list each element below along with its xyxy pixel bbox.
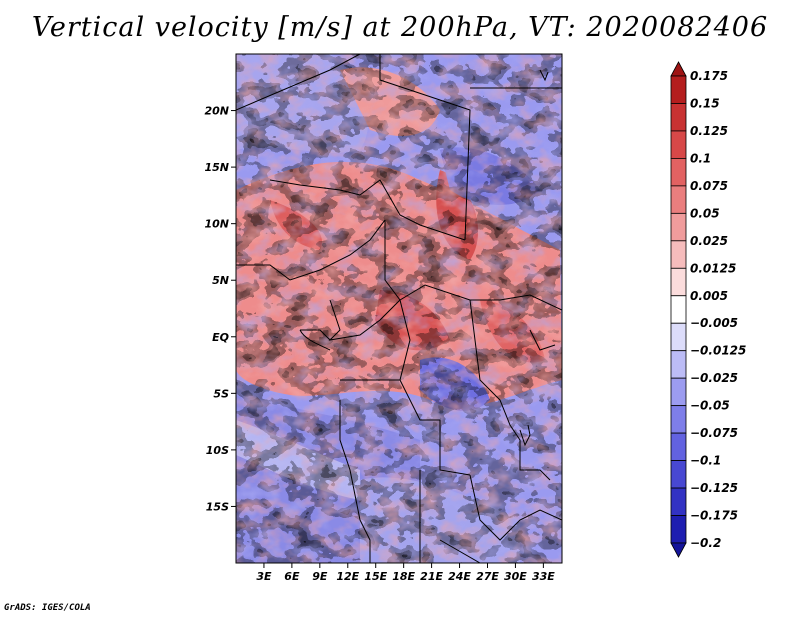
colorbar-swatch [670,350,687,379]
lat-tick-label: 5S [213,387,229,400]
lat-tick-label: 5N [212,274,229,287]
colorbar-swatch [670,75,687,104]
colorbar-label: −0.075 [690,426,738,440]
colorbar-swatch [670,185,687,214]
colorbar-label: −0.125 [690,481,738,495]
colorbar-swatch [670,103,687,132]
colorbar-label: −0.005 [690,316,738,330]
colorbar-label: 0.0125 [690,261,736,275]
vertical-velocity-field [236,54,562,563]
colorbar-swatch [670,322,687,352]
lon-tick-label: 24E [448,570,471,583]
lon-tick-label: 33E [532,570,555,583]
colorbar-label: 0.05 [690,206,720,220]
colorbar-swatch [670,377,687,407]
colorbar-label: 0.175 [690,69,728,83]
lon-tick-label: 21E [420,570,443,583]
lon-tick-label: 27E [476,570,499,583]
colorbar-swatch [670,240,687,269]
lat-tick-label: 10S [206,444,229,457]
colorbar-swatch [670,61,687,77]
colorbar-swatch [670,542,687,558]
longitude-axis: 3E 6E 9E 12E 15E 18E 21E 24E 27E 30E 33E [256,563,555,583]
lon-tick-label: 9E [312,570,328,583]
colorbar-swatch [670,158,687,187]
colorbar-swatch [670,212,687,242]
colorbar-label: −0.05 [690,399,730,413]
colorbar-label: −0.2 [690,536,721,550]
colorbar-label: 0.125 [690,124,728,138]
latitude-axis: 20N 15N 10N 5N EQ 5S 10S 15S [204,105,236,513]
colorbar-swatch [670,267,687,297]
colorbar-label: −0.1 [690,454,721,468]
lat-tick-label: 15N [204,161,229,174]
colorbar-swatch [670,130,687,159]
colorbar-swatch [670,515,687,544]
colorbar-swatch [670,405,687,434]
map-title: Vertical velocity [m/s] at 200hPa, VT: 2… [31,12,769,43]
lon-tick-label: 18E [392,570,415,583]
lat-tick-label: 20N [204,105,229,118]
lon-tick-label: 3E [256,570,272,583]
colorbar-label: 0.005 [690,289,728,303]
colorbar-label: −0.175 [690,509,738,523]
colorbar-swatch [670,295,687,324]
credit-text: GrADS: IGES/COLA [4,603,91,613]
country-borders [236,54,562,563]
lon-tick-label: 15E [364,570,387,583]
colorbar-label: 0.1 [690,151,711,165]
lat-tick-label: 15S [206,500,229,513]
lon-tick-label: 30E [504,570,527,583]
colorbar-swatch [670,460,687,489]
lat-tick-label: 10N [204,218,229,231]
colorbar-swatch [670,487,687,516]
colorbar-label: −0.0125 [690,344,746,358]
lon-tick-label: 6E [284,570,300,583]
colorbar-label: 0.15 [690,96,720,110]
colorbar-swatch [670,432,687,461]
map-frame [235,53,563,564]
colorbar-label: 0.075 [690,179,728,193]
colorbar-label: −0.025 [690,371,738,385]
lon-tick-label: 12E [336,570,359,583]
colorbar-label: 0.025 [690,234,728,248]
lat-tick-label: EQ [212,331,229,344]
